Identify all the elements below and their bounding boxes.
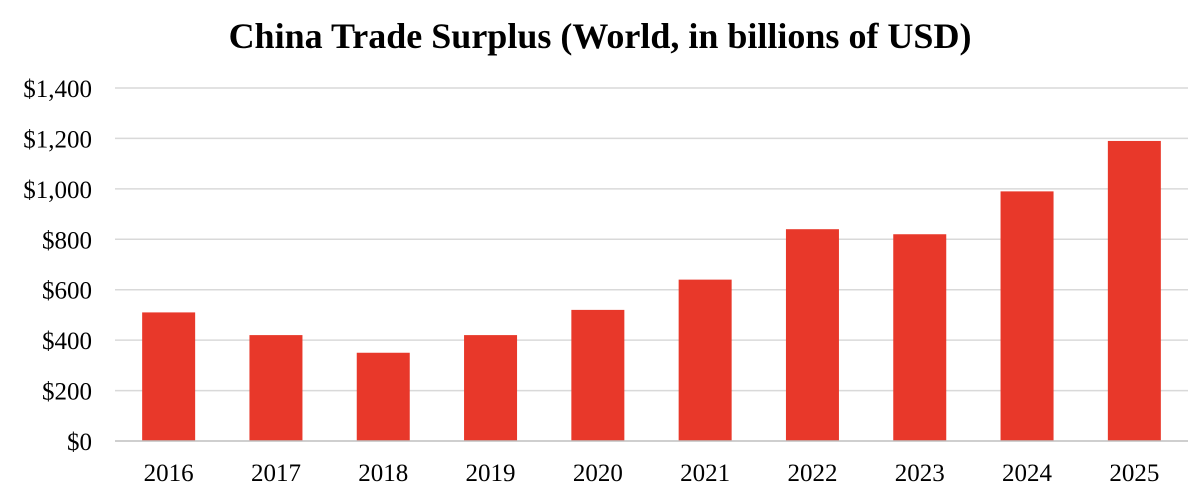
bar-2025	[1107, 140, 1161, 441]
chart-title: China Trade Surplus (World, in billions …	[229, 16, 972, 56]
bar-2017	[249, 335, 303, 441]
y-tick-label: $1,400	[23, 76, 92, 103]
y-tick-label: $1,200	[23, 126, 92, 153]
bar-2021	[678, 279, 732, 441]
x-tick-label-2016: 2016	[144, 460, 194, 487]
x-tick-label-2020: 2020	[573, 460, 623, 487]
x-tick-label-2017: 2017	[251, 460, 301, 487]
x-tick-label-2021: 2021	[680, 460, 730, 487]
bar-2018	[356, 352, 410, 441]
bar-2024	[1000, 191, 1054, 441]
x-tick-label-2022: 2022	[787, 460, 837, 487]
y-tick-label: $200	[42, 379, 92, 406]
y-tick-label: $0	[67, 429, 92, 456]
bar-2022	[785, 229, 839, 441]
y-tick-label: $600	[42, 278, 92, 305]
bars	[142, 140, 1161, 441]
bar-2023	[893, 234, 947, 441]
x-tick-label-2019: 2019	[466, 460, 516, 487]
y-axis-tick-labels: $0 $200 $400 $600 $800 $1,000 $1,200 $1,400	[23, 76, 92, 456]
bar-2019	[464, 335, 518, 441]
y-tick-label: $800	[42, 227, 92, 254]
bar-2016	[142, 312, 196, 441]
x-tick-label-2024: 2024	[1002, 460, 1053, 487]
bar-2020	[571, 309, 625, 441]
y-tick-label: $400	[42, 328, 92, 355]
x-tick-label-2018: 2018	[358, 460, 408, 487]
y-tick-label: $1,000	[23, 177, 92, 204]
x-tick-label-2023: 2023	[895, 460, 945, 487]
x-axis-tick-labels: 2016 2017 2018 2019 2020 2021 2022 2023 2024 2025	[144, 460, 1160, 487]
x-tick-label-2025: 2025	[1109, 460, 1159, 487]
